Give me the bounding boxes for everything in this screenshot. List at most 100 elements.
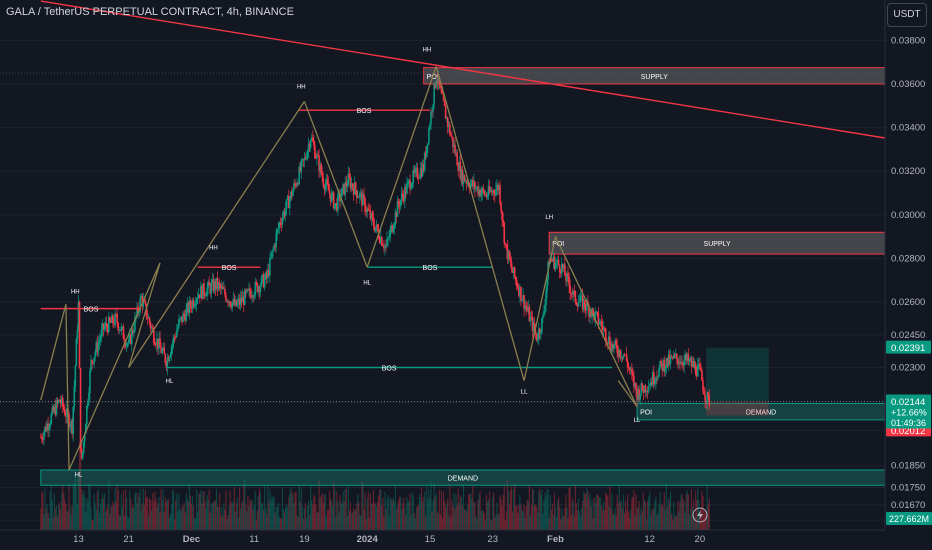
volume-bar — [278, 516, 280, 530]
volume-bar — [576, 510, 579, 530]
volume-bar — [207, 500, 209, 530]
volume-bar — [423, 497, 425, 530]
volume-bar — [92, 520, 94, 530]
volume-bar — [533, 505, 536, 530]
candle — [552, 256, 555, 262]
volume-bar — [674, 516, 676, 530]
volume-bar — [199, 493, 201, 530]
candle — [526, 307, 529, 311]
candle — [251, 296, 253, 299]
volume-bar — [287, 508, 289, 530]
volume-bar — [496, 502, 498, 530]
currency-selector[interactable]: USDT — [887, 3, 927, 27]
candle — [103, 326, 106, 330]
candle — [169, 354, 172, 358]
volume-bar — [185, 493, 187, 530]
candle — [214, 281, 217, 289]
candle — [680, 361, 682, 365]
volume-bar — [229, 490, 231, 530]
candle — [519, 286, 521, 296]
candle — [247, 289, 249, 291]
volume-bar — [571, 497, 573, 530]
volume-bar — [88, 483, 90, 530]
candle — [72, 406, 75, 434]
volume-bar — [433, 482, 435, 530]
candle — [513, 267, 516, 278]
volume-bar — [630, 509, 632, 530]
candle — [208, 281, 211, 286]
candle — [643, 385, 646, 393]
swing-label: LL — [521, 390, 528, 396]
candle — [586, 301, 588, 311]
candle — [164, 353, 167, 363]
candle — [512, 267, 515, 273]
candle — [650, 382, 653, 385]
volume-bar — [153, 501, 155, 530]
volume-bar — [304, 503, 307, 530]
volume-bar — [637, 507, 639, 530]
candle — [645, 391, 648, 393]
volume-bar — [383, 516, 385, 530]
volume-bar — [120, 494, 122, 530]
candle — [263, 278, 266, 288]
volume-bar — [437, 513, 439, 530]
candle — [632, 373, 634, 377]
candle — [559, 271, 562, 274]
candle — [667, 354, 670, 366]
volume-bar — [201, 503, 203, 530]
candle — [402, 196, 405, 202]
volume-bar — [624, 500, 627, 530]
stop-area — [706, 401, 769, 416]
volume-bar — [452, 506, 454, 530]
volume-bar — [607, 495, 609, 530]
volume-bar — [611, 493, 613, 530]
swing-label: HH — [422, 47, 431, 53]
candle — [605, 340, 608, 343]
volume-bar — [249, 499, 251, 530]
volume-bar — [279, 518, 281, 530]
candle — [322, 177, 325, 186]
candle — [536, 339, 539, 341]
volume-bar — [91, 519, 93, 530]
candle — [476, 186, 478, 189]
volume-bar — [160, 488, 162, 530]
volume-bar — [52, 517, 54, 530]
grid — [0, 39, 885, 521]
price-tick-label: 0.03800 — [891, 35, 925, 46]
candle — [571, 293, 574, 295]
volume-bar — [493, 492, 495, 530]
candle — [475, 188, 477, 190]
volume-bar — [250, 501, 252, 530]
volume-bar — [115, 501, 117, 530]
candle — [599, 321, 602, 324]
volume-bar — [67, 511, 69, 530]
volume-bar — [338, 512, 340, 530]
candle — [503, 222, 506, 243]
volume-bar — [520, 504, 522, 530]
candle — [479, 189, 481, 197]
volume-bar — [508, 503, 511, 530]
candle — [359, 193, 361, 198]
volume-bar — [668, 500, 671, 530]
candle — [522, 295, 524, 301]
volume-bar — [152, 492, 154, 530]
candle — [556, 259, 559, 263]
lightning-icon[interactable] — [692, 507, 708, 523]
volume-bar — [358, 502, 360, 530]
candle — [579, 295, 582, 301]
candle — [167, 357, 170, 362]
candle — [450, 134, 452, 136]
candle — [129, 334, 132, 345]
volume-bar — [577, 499, 580, 530]
candle — [404, 187, 406, 202]
volume-bar — [597, 495, 599, 530]
candle — [68, 413, 70, 428]
candle — [406, 183, 408, 194]
volume-bar — [585, 494, 587, 530]
volume-bar — [348, 510, 350, 530]
volume-bar — [264, 485, 266, 530]
candle — [694, 363, 697, 374]
candle — [157, 338, 159, 349]
volume-bar — [399, 496, 401, 530]
